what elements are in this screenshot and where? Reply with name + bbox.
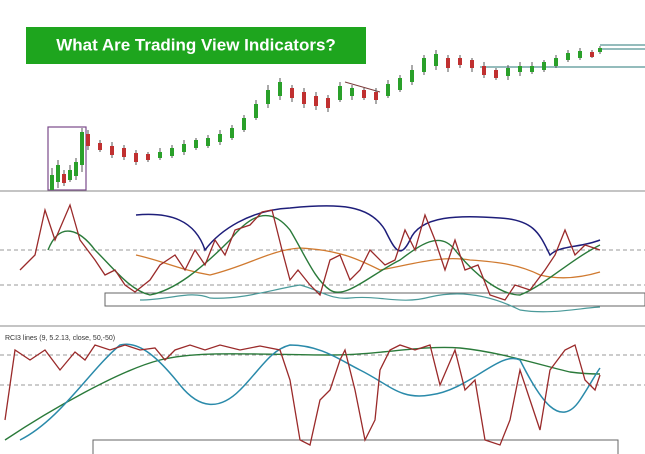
indicator-line: [47, 214, 601, 296]
zone-box: [92, 439, 619, 454]
indicator-panel: [0, 203, 645, 313]
rci-line: [4, 346, 601, 441]
title: What Are Trading View Indicators?: [56, 35, 336, 54]
bear-candles: [62, 52, 594, 183]
rci-line: [19, 343, 601, 441]
indicator-line: [135, 205, 601, 257]
rci-panel: RCI3 lines (9, 5.2.13, close, 50,-50): [0, 335, 645, 454]
indicator-line: [19, 203, 601, 301]
price-panel: [47, 44, 645, 191]
title-badge: [26, 27, 366, 64]
zone-box: [104, 292, 645, 307]
bull-candles: [50, 48, 602, 190]
indicator-line: [135, 247, 601, 279]
highlight-box: [47, 126, 87, 191]
rci-line: [4, 344, 601, 446]
candle-wicks: [51, 46, 601, 190]
indicator-line: [139, 284, 601, 313]
trend-line: [344, 81, 381, 93]
indicator-label: RCI3 lines (9, 5.2.13, close, 50,-50): [5, 335, 115, 342]
